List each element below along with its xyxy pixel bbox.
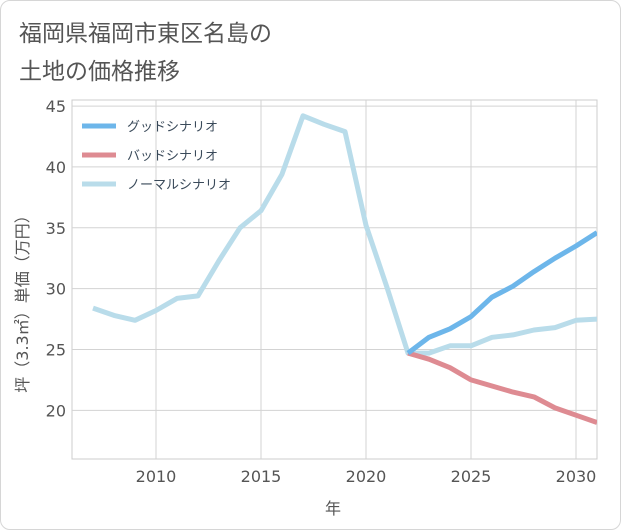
series-line-2: [92, 113, 597, 356]
legend-label-1: バッドシナリオ: [127, 149, 218, 164]
x-tick-label: 2025: [451, 467, 492, 486]
x-tick-label: 2010: [136, 467, 177, 486]
y-tick-label: 25: [46, 340, 66, 359]
chart-title-line-2: 土地の価格推移: [19, 59, 180, 85]
x-tick-label: 2030: [556, 467, 597, 486]
y-tick-label: 20: [46, 401, 66, 420]
y-tick-label: 35: [46, 219, 66, 238]
series-layer: [92, 113, 597, 425]
y-tick-label: 45: [46, 97, 66, 116]
chart-title-line-1: 福岡県福岡市東区名島の: [19, 21, 272, 47]
y-axis-title: 坪（3.3㎡）単価（万円）: [13, 207, 32, 392]
x-tick-label: 2015: [241, 467, 282, 486]
x-tick-label: 2020: [346, 467, 387, 486]
y-tick-label: 40: [46, 158, 66, 177]
series-line-0: [406, 230, 597, 356]
chart-title: 福岡県福岡市東区名島の 土地の価格推移: [19, 15, 272, 91]
y-tick-label: 30: [46, 280, 66, 299]
series-line-1: [407, 350, 597, 425]
legend-label-2: ノーマルシナリオ: [127, 178, 231, 193]
x-axis-title: 年: [325, 499, 341, 518]
legend-label-0: グッドシナリオ: [127, 120, 218, 135]
plot-area: [71, 99, 598, 460]
